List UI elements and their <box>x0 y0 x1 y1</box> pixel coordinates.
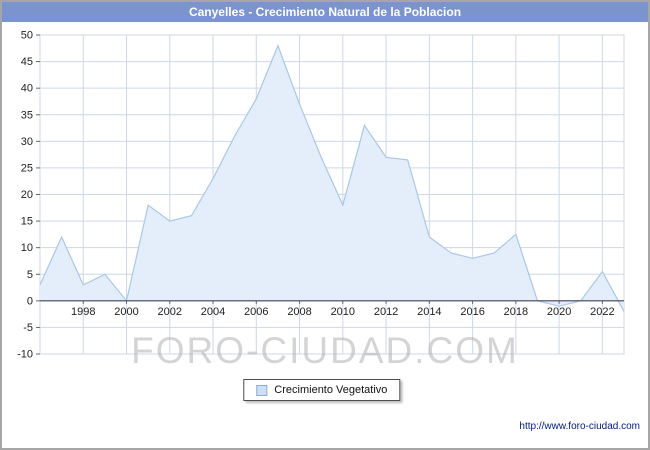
svg-text:2012: 2012 <box>374 306 398 318</box>
chart-title: Canyelles - Crecimiento Natural de la Po… <box>188 5 462 19</box>
svg-text:5: 5 <box>27 269 33 281</box>
area-series <box>39 43 625 312</box>
svg-text:2014: 2014 <box>417 306 441 318</box>
svg-text:0: 0 <box>27 295 33 307</box>
svg-text:35: 35 <box>21 109 33 121</box>
svg-text:50: 50 <box>21 30 33 42</box>
svg-text:2006: 2006 <box>244 306 268 318</box>
svg-text:2020: 2020 <box>547 306 571 318</box>
svg-text:-10: -10 <box>17 349 33 361</box>
svg-text:2008: 2008 <box>287 306 311 318</box>
footer-url: http://www.foro-ciudad.com <box>519 421 640 432</box>
svg-text:40: 40 <box>21 83 33 95</box>
svg-text:2000: 2000 <box>114 306 138 318</box>
svg-text:25: 25 <box>21 162 33 174</box>
svg-text:30: 30 <box>21 136 33 148</box>
svg-text:45: 45 <box>21 56 33 68</box>
svg-text:15: 15 <box>21 216 33 228</box>
svg-text:2018: 2018 <box>504 306 528 318</box>
svg-text:2022: 2022 <box>590 306 614 318</box>
svg-text:10: 10 <box>21 242 33 254</box>
legend-swatch-icon <box>256 384 268 396</box>
svg-text:20: 20 <box>21 189 33 201</box>
svg-text:2016: 2016 <box>460 306 484 318</box>
axis-labels: -10 -5 0 5 10 15 20 25 30 35 40 45 50 1998 2000 2002 200… <box>17 30 615 361</box>
svg-text:2004: 2004 <box>201 306 225 318</box>
legend-box: Crecimiento Vegetativo <box>243 379 401 401</box>
series-line <box>39 43 625 312</box>
chart-title-bar: Canyelles - Crecimiento Natural de la Po… <box>2 2 648 22</box>
svg-text:1998: 1998 <box>71 306 95 318</box>
axes <box>36 34 624 355</box>
svg-text:2002: 2002 <box>158 306 182 318</box>
svg-text:2010: 2010 <box>331 306 355 318</box>
legend-label: Crecimiento Vegetativo <box>274 384 388 396</box>
svg-text:-5: -5 <box>23 322 33 334</box>
area-fill <box>40 45 624 312</box>
